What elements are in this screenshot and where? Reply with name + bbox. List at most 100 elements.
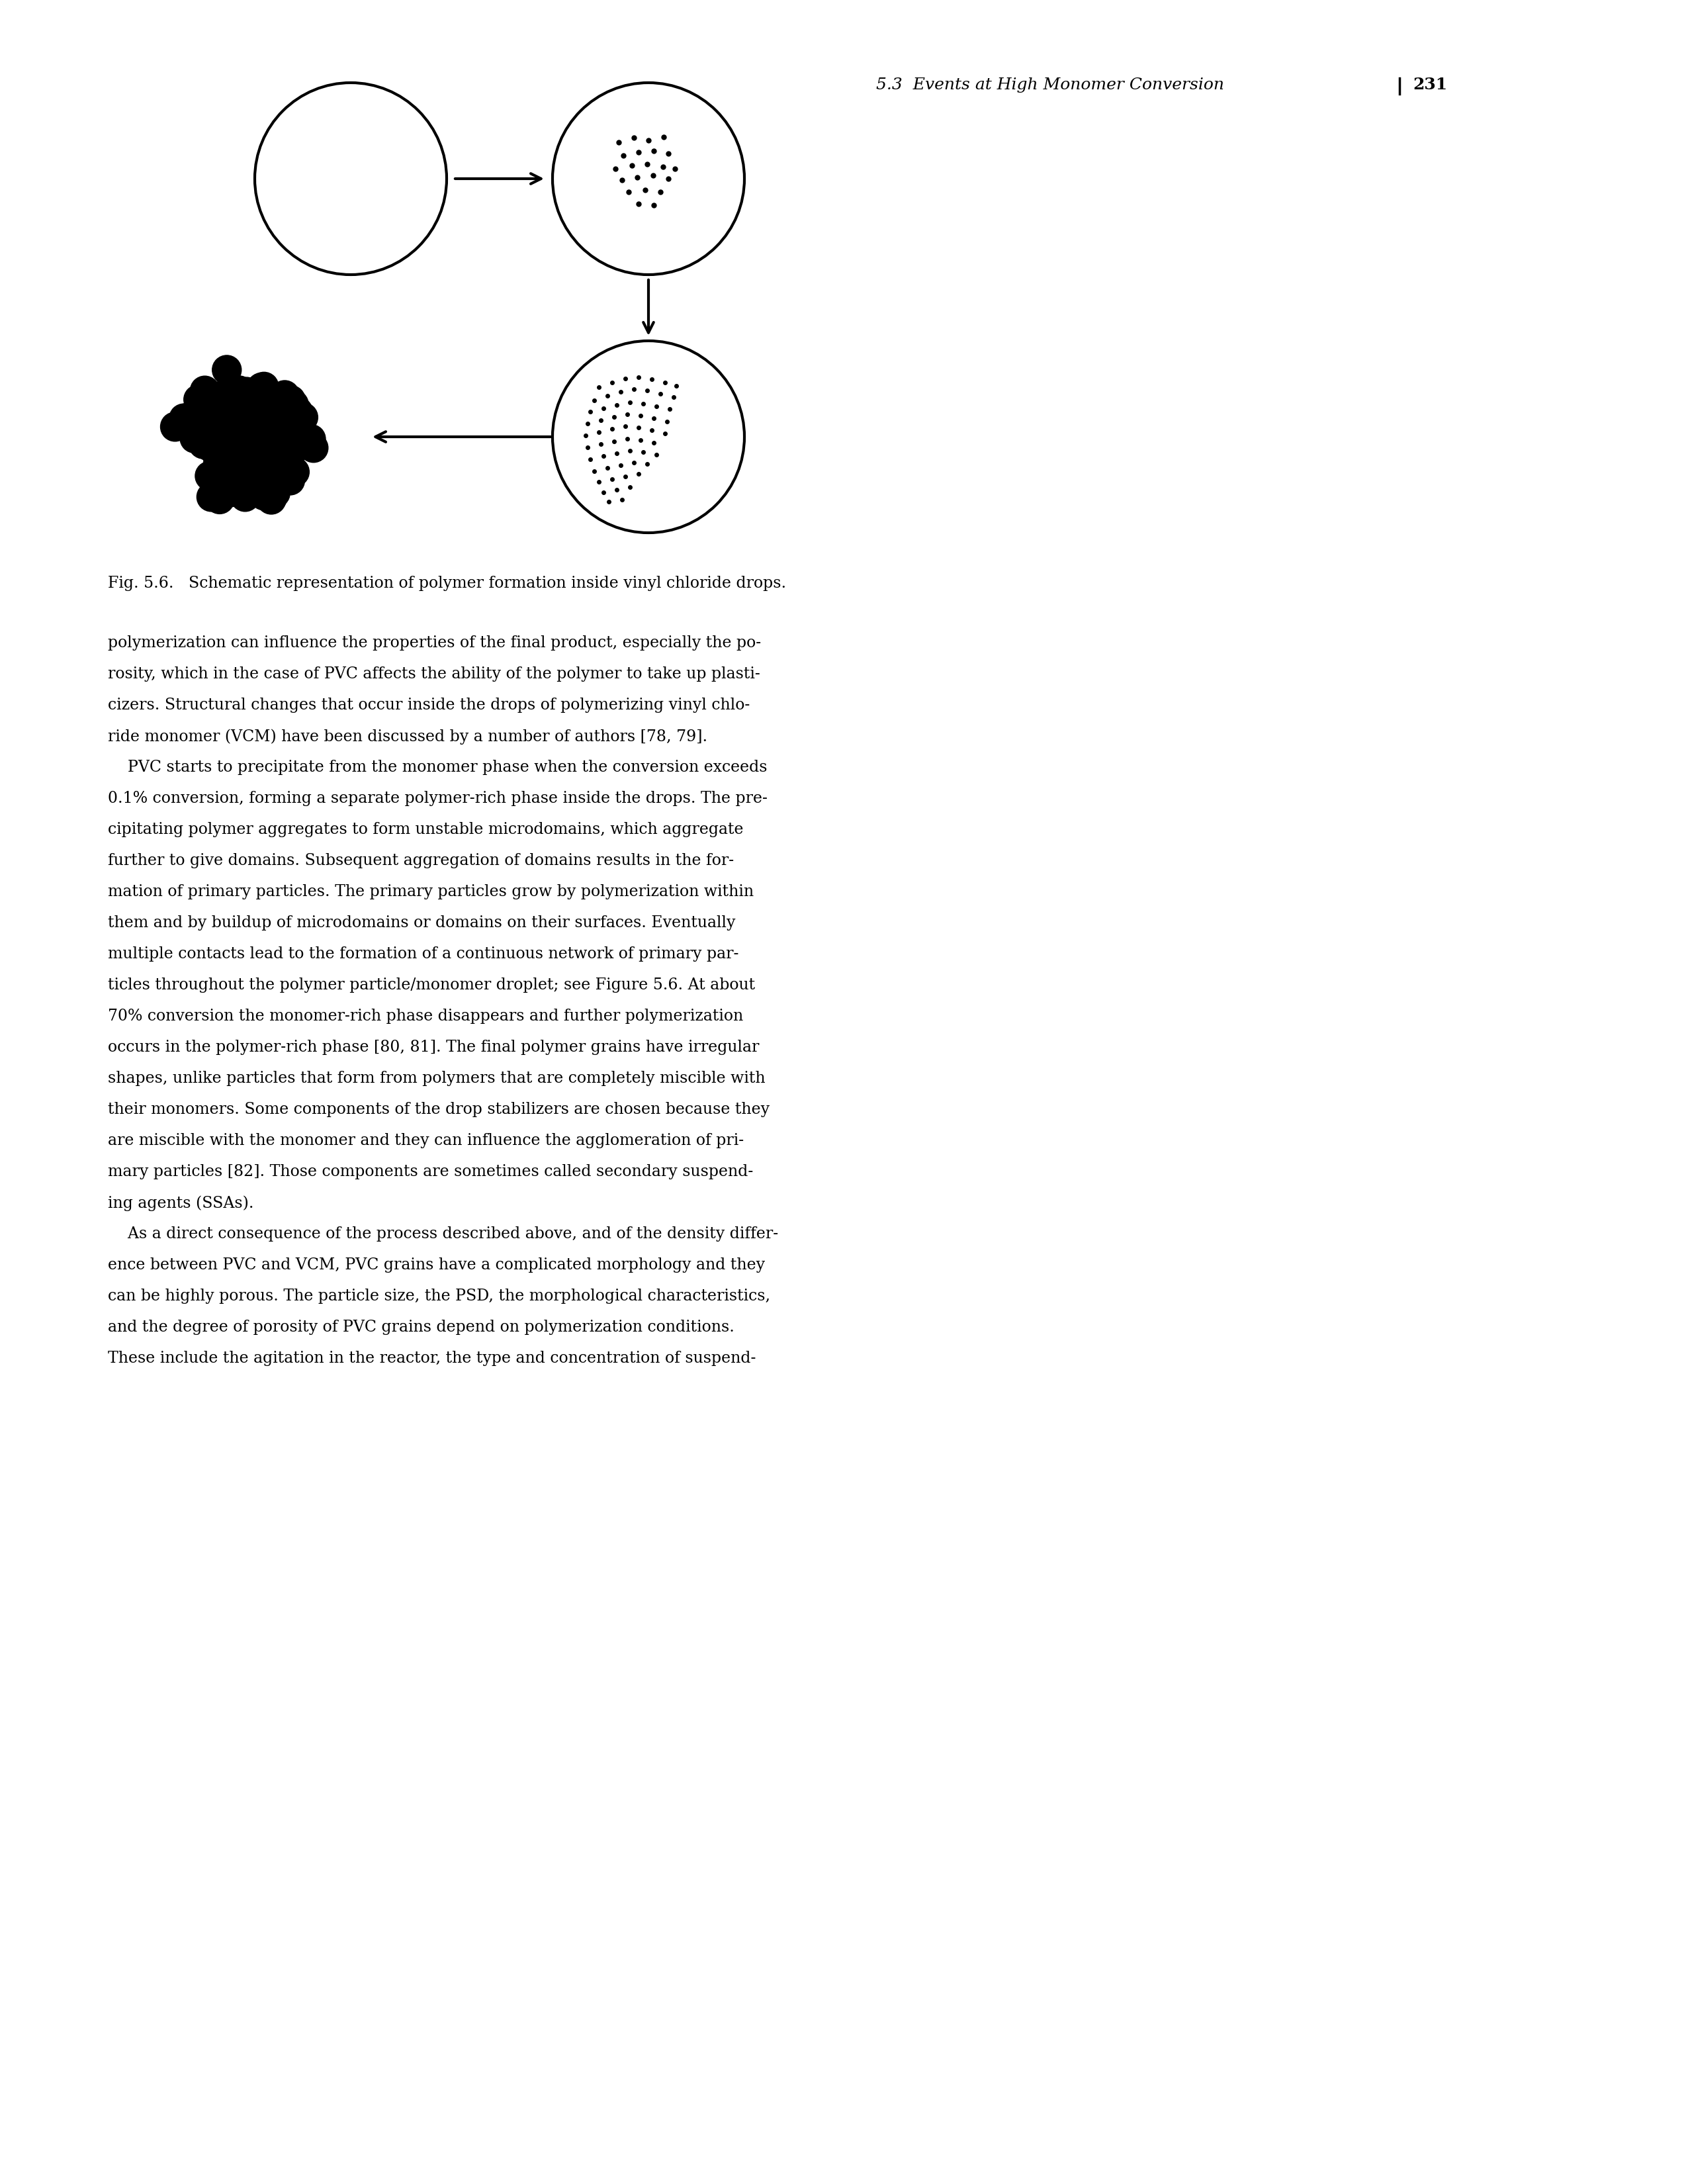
Circle shape [213, 356, 241, 384]
Text: are miscible with the monomer and they can influence the agglomeration of pri-: are miscible with the monomer and they c… [108, 1133, 744, 1149]
Text: can be highly porous. The particle size, the PSD, the morphological characterist: can be highly porous. The particle size,… [108, 1289, 770, 1304]
Circle shape [299, 432, 327, 463]
Circle shape [177, 402, 208, 430]
Circle shape [241, 432, 272, 461]
Circle shape [268, 435, 299, 463]
Text: ticles throughout the polymer particle/monomer droplet; see Figure 5.6. At about: ticles throughout the polymer particle/m… [108, 978, 755, 994]
Text: multiple contacts lead to the formation of a continuous network of primary par-: multiple contacts lead to the formation … [108, 946, 739, 961]
Circle shape [181, 424, 209, 452]
Circle shape [219, 448, 248, 476]
Circle shape [206, 437, 235, 467]
Circle shape [279, 391, 309, 419]
Circle shape [235, 393, 263, 422]
Circle shape [223, 415, 252, 446]
Circle shape [238, 456, 268, 487]
Text: cizers. Structural changes that occur inside the drops of polymerizing vinyl chl: cizers. Structural changes that occur in… [108, 697, 749, 712]
Circle shape [211, 422, 240, 450]
Circle shape [226, 459, 255, 487]
Circle shape [262, 461, 290, 489]
Circle shape [218, 408, 248, 437]
Circle shape [284, 397, 312, 426]
Circle shape [253, 395, 284, 426]
Text: 70% conversion the monomer-rich phase disappears and further polymerization: 70% conversion the monomer-rich phase di… [108, 1009, 743, 1024]
Circle shape [258, 437, 287, 465]
Circle shape [250, 480, 279, 511]
Circle shape [236, 432, 265, 461]
Text: shapes, unlike particles that form from polymers that are completely miscible wi: shapes, unlike particles that form from … [108, 1070, 765, 1085]
Circle shape [181, 419, 209, 448]
Circle shape [245, 428, 273, 456]
Text: polymerization can influence the properties of the final product, especially the: polymerization can influence the propert… [108, 636, 761, 651]
Circle shape [216, 413, 245, 441]
Circle shape [240, 419, 270, 450]
Circle shape [160, 413, 189, 441]
Circle shape [214, 428, 243, 459]
Circle shape [258, 483, 287, 511]
Circle shape [262, 478, 290, 507]
Circle shape [246, 419, 275, 448]
Circle shape [262, 450, 290, 480]
Circle shape [225, 411, 253, 439]
Text: 5.3  Events at High Monomer Conversion: 5.3 Events at High Monomer Conversion [876, 76, 1224, 92]
Circle shape [191, 376, 219, 406]
Text: their monomers. Some components of the drop stabilizers are chosen because they: their monomers. Some components of the d… [108, 1103, 770, 1118]
Circle shape [268, 446, 299, 476]
Circle shape [194, 395, 223, 424]
Circle shape [219, 465, 248, 496]
Circle shape [270, 408, 300, 439]
Circle shape [245, 456, 273, 485]
Circle shape [275, 465, 304, 496]
Text: ence between PVC and VCM, PVC grains have a complicated morphology and they: ence between PVC and VCM, PVC grains hav… [108, 1258, 765, 1273]
Text: them and by buildup of microdomains or domains on their surfaces. Eventually: them and by buildup of microdomains or d… [108, 915, 736, 930]
Circle shape [203, 402, 231, 432]
Circle shape [206, 382, 235, 411]
Circle shape [231, 378, 262, 406]
Circle shape [223, 459, 252, 489]
Circle shape [245, 430, 273, 459]
Circle shape [196, 432, 225, 461]
Circle shape [228, 459, 257, 487]
Circle shape [223, 395, 252, 426]
Circle shape [255, 432, 284, 461]
Text: 231: 231 [1413, 76, 1447, 92]
Circle shape [260, 472, 290, 500]
Circle shape [225, 382, 253, 411]
Text: further to give domains. Subsequent aggregation of domains results in the for-: further to give domains. Subsequent aggr… [108, 854, 734, 869]
Circle shape [267, 428, 297, 456]
Circle shape [297, 424, 326, 454]
Circle shape [225, 376, 253, 404]
Circle shape [260, 428, 289, 459]
Circle shape [231, 415, 260, 443]
Circle shape [245, 463, 273, 494]
Circle shape [255, 83, 447, 275]
Circle shape [203, 456, 231, 485]
Circle shape [241, 435, 270, 465]
Circle shape [268, 393, 297, 422]
Text: These include the agitation in the reactor, the type and concentration of suspen: These include the agitation in the react… [108, 1350, 756, 1365]
Circle shape [204, 450, 233, 478]
Circle shape [250, 441, 279, 470]
Text: and the degree of porosity of PVC grains depend on polymerization conditions.: and the degree of porosity of PVC grains… [108, 1319, 734, 1334]
Circle shape [201, 480, 230, 511]
Circle shape [189, 387, 218, 415]
Circle shape [270, 380, 299, 411]
Circle shape [218, 456, 248, 485]
Circle shape [243, 397, 272, 426]
Circle shape [235, 400, 265, 428]
Text: ing agents (SSAs).: ing agents (SSAs). [108, 1195, 253, 1210]
Circle shape [236, 426, 267, 454]
Circle shape [181, 415, 209, 446]
Circle shape [197, 424, 228, 452]
Circle shape [236, 413, 265, 441]
Text: rosity, which in the case of PVC affects the ability of the polymer to take up p: rosity, which in the case of PVC affects… [108, 666, 760, 681]
Circle shape [206, 406, 235, 435]
Circle shape [248, 406, 277, 435]
Text: PVC starts to precipitate from the monomer phase when the conversion exceeds: PVC starts to precipitate from the monom… [108, 760, 768, 775]
Circle shape [226, 435, 255, 463]
Circle shape [258, 435, 287, 463]
Circle shape [236, 467, 265, 496]
Text: occurs in the polymer-rich phase [80, 81]. The final polymer grains have irregul: occurs in the polymer-rich phase [80, 81… [108, 1040, 760, 1055]
Circle shape [289, 402, 317, 432]
Circle shape [265, 408, 294, 437]
Circle shape [189, 430, 218, 459]
